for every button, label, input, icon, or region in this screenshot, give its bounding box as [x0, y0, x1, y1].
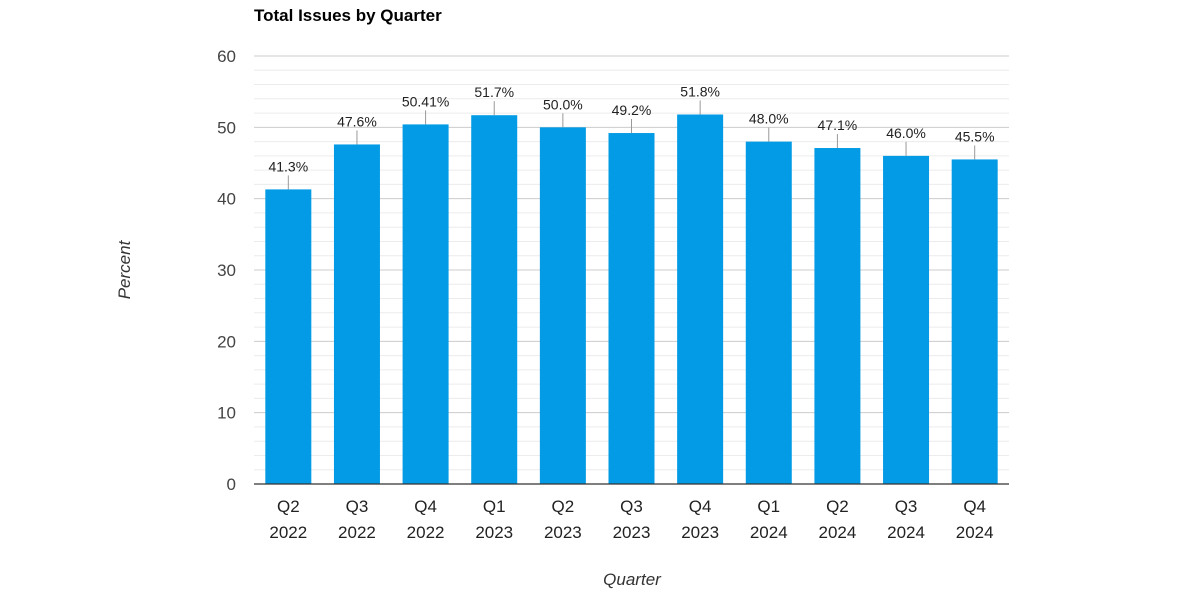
x-tick-label-quarter: Q3	[895, 497, 918, 516]
x-tick-label-quarter: Q2	[552, 497, 575, 516]
data-label: 51.8%	[680, 83, 720, 99]
y-axis-ticks: 0 10 20 30 40 50 60	[217, 47, 236, 494]
data-label: 50.41%	[402, 93, 449, 109]
x-tick-label-year: 2022	[338, 523, 376, 542]
x-tick-label-year: 2024	[818, 523, 856, 542]
y-tick-label: 60	[217, 47, 236, 66]
data-label: 50.0%	[543, 96, 583, 112]
bars	[265, 114, 998, 485]
x-tick-label-year: 2024	[750, 523, 788, 542]
x-tick-label-quarter: Q4	[689, 497, 712, 516]
data-label: 51.7%	[474, 84, 514, 100]
data-labels: 41.3% 47.6% 50.41% 51.7% 50.0% 49.2% 51.8% 48.0…	[268, 83, 995, 190]
x-tick-label-quarter: Q3	[346, 497, 369, 516]
data-label: 41.3%	[268, 158, 308, 174]
bar	[608, 133, 655, 485]
bar	[539, 127, 586, 484]
bar	[471, 115, 518, 484]
x-tick-label-quarter: Q4	[963, 497, 986, 516]
bar	[677, 114, 724, 484]
bar	[265, 189, 312, 485]
data-label: 46.0%	[886, 125, 926, 141]
x-tick-label-quarter: Q2	[826, 497, 849, 516]
x-tick-label-year: 2023	[544, 523, 582, 542]
data-label: 48.0%	[749, 111, 789, 127]
bar	[402, 124, 449, 485]
y-tick-label: 0	[227, 475, 236, 494]
chart-title: Total Issues by Quarter	[254, 6, 442, 25]
y-tick-label: 10	[217, 404, 236, 423]
bar	[745, 141, 792, 484]
x-tick-label-year: 2022	[407, 523, 445, 542]
data-label: 49.2%	[612, 102, 652, 118]
x-axis-ticks: Q2 2022 Q3 2022 Q4 2022 Q1 2023 Q2 2023 Q3 2023 Q4 20…	[269, 497, 993, 542]
bar	[333, 144, 380, 484]
x-tick-label-quarter: Q2	[277, 497, 300, 516]
x-tick-label-year: 2024	[887, 523, 925, 542]
x-tick-label-year: 2024	[956, 523, 994, 542]
bar	[814, 148, 861, 484]
x-tick-label-year: 2022	[269, 523, 307, 542]
x-axis-title: Quarter	[603, 570, 662, 589]
x-tick-label-quarter: Q1	[483, 497, 506, 516]
x-tick-label-year: 2023	[681, 523, 719, 542]
data-label: 45.5%	[955, 128, 995, 144]
x-tick-label-quarter: Q1	[757, 497, 780, 516]
x-tick-label-quarter: Q3	[620, 497, 643, 516]
y-axis-title: Percent	[115, 239, 134, 299]
y-tick-label: 30	[217, 261, 236, 280]
x-tick-label-quarter: Q4	[414, 497, 437, 516]
x-tick-label-year: 2023	[475, 523, 513, 542]
bar	[883, 155, 930, 484]
y-tick-label: 20	[217, 332, 236, 351]
data-label: 47.6%	[337, 113, 377, 129]
bar	[951, 159, 998, 484]
y-tick-label: 40	[217, 190, 236, 209]
y-tick-label: 50	[217, 118, 236, 137]
data-label: 47.1%	[818, 117, 858, 133]
x-tick-label-year: 2023	[613, 523, 651, 542]
